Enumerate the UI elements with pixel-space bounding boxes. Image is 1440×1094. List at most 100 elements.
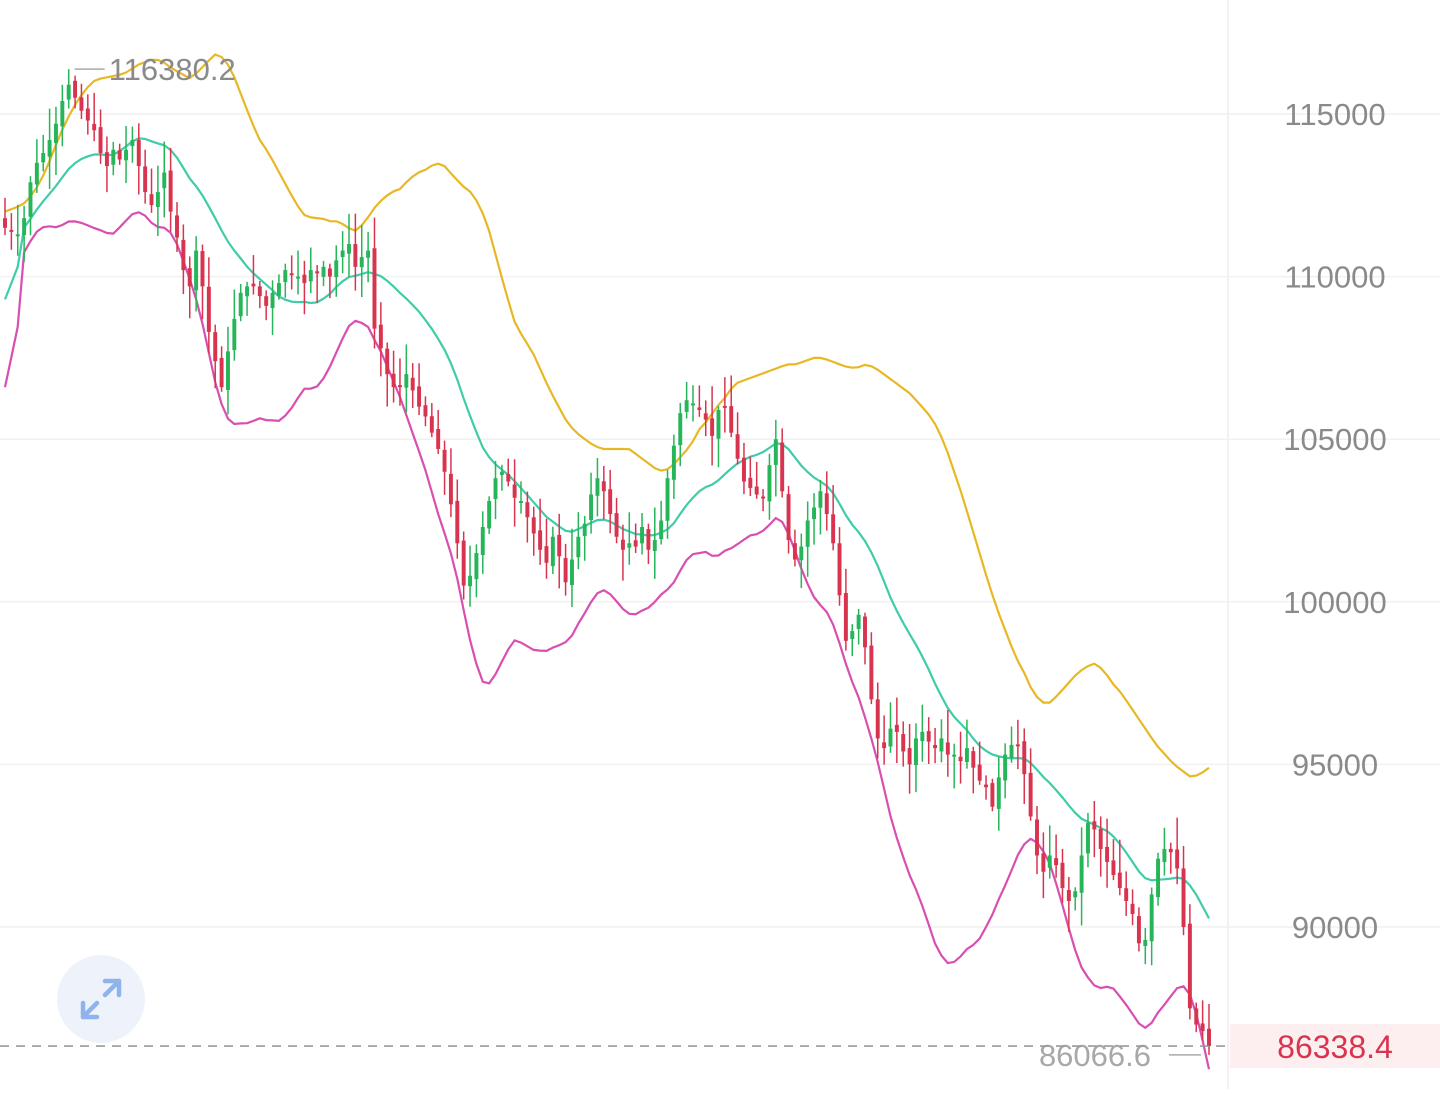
candle-down bbox=[206, 257, 211, 353]
candle-up bbox=[1156, 852, 1161, 906]
candle-down bbox=[264, 290, 269, 321]
candle-body bbox=[1009, 744, 1014, 758]
candle-body bbox=[952, 754, 957, 757]
candle-body bbox=[1098, 828, 1103, 849]
candle-down bbox=[73, 75, 78, 109]
candle-body bbox=[996, 777, 1001, 809]
candle-up bbox=[920, 704, 925, 762]
candle-body bbox=[1028, 772, 1033, 817]
candle-down bbox=[901, 721, 906, 767]
candle-body bbox=[1047, 855, 1052, 868]
current-price-badge bbox=[1230, 1024, 1440, 1069]
candle-up bbox=[487, 496, 492, 535]
candle-up bbox=[665, 469, 670, 539]
candle-up bbox=[232, 289, 237, 361]
candle-body bbox=[671, 445, 676, 480]
candle-body bbox=[245, 286, 250, 297]
candle-body bbox=[1054, 858, 1059, 866]
candle-down bbox=[1130, 889, 1135, 926]
candle-up bbox=[474, 544, 479, 598]
candle-down bbox=[710, 386, 715, 466]
candle-down bbox=[977, 741, 982, 785]
candle-body bbox=[939, 738, 944, 752]
candle-body bbox=[875, 699, 880, 739]
candle-up bbox=[684, 381, 689, 419]
candle-body bbox=[614, 513, 619, 537]
expand-button[interactable] bbox=[57, 955, 145, 1043]
candle-up bbox=[347, 213, 351, 277]
candle-down bbox=[837, 527, 842, 606]
candle-body bbox=[767, 465, 772, 502]
candle-body bbox=[22, 218, 27, 236]
candle-body bbox=[697, 407, 702, 410]
candle-down bbox=[748, 456, 753, 497]
candle-body bbox=[385, 348, 390, 375]
candle-body bbox=[162, 172, 167, 189]
candle-up bbox=[691, 385, 695, 422]
candle-down bbox=[1060, 848, 1065, 904]
candle-down bbox=[1181, 846, 1186, 936]
candle-down bbox=[98, 109, 103, 164]
candle-down bbox=[531, 506, 536, 556]
candle-body bbox=[321, 266, 326, 277]
candle-body bbox=[703, 413, 708, 420]
y-tick-label: 100000 bbox=[1283, 585, 1386, 620]
candle-up bbox=[589, 472, 594, 534]
candle-down bbox=[1022, 728, 1027, 804]
candle-body bbox=[117, 150, 122, 160]
candle-down bbox=[882, 715, 887, 765]
candle-body bbox=[53, 123, 58, 144]
candle-up bbox=[480, 511, 485, 574]
candle-body bbox=[1124, 888, 1129, 901]
candle-down bbox=[869, 632, 874, 705]
candle-body bbox=[111, 149, 116, 165]
bollinger-upper-line bbox=[4, 53, 1210, 778]
candle-body bbox=[824, 493, 829, 514]
candle-body bbox=[856, 614, 861, 629]
candle-body bbox=[257, 286, 262, 297]
candle-body bbox=[493, 478, 498, 500]
candle-body bbox=[1130, 903, 1135, 914]
candle-down bbox=[92, 92, 97, 142]
candle-body bbox=[238, 292, 243, 317]
candle-down bbox=[646, 523, 651, 564]
candle-body bbox=[837, 543, 842, 596]
candle-body bbox=[659, 520, 664, 540]
candle-up bbox=[1009, 726, 1014, 763]
candle-body bbox=[1181, 868, 1186, 927]
candle-up bbox=[627, 512, 632, 565]
candle-body bbox=[990, 783, 995, 807]
candle-down bbox=[633, 523, 638, 553]
candle-body bbox=[582, 523, 587, 537]
candle-body bbox=[901, 734, 906, 752]
candle-up bbox=[913, 723, 918, 793]
candle-up bbox=[582, 515, 587, 561]
candle-down bbox=[1136, 907, 1141, 952]
candle-down bbox=[735, 412, 740, 465]
candle-up bbox=[53, 106, 58, 175]
candle-down bbox=[958, 731, 963, 784]
candle-up bbox=[952, 743, 957, 789]
candle-down bbox=[251, 255, 256, 295]
candle-up bbox=[270, 280, 275, 336]
candle-down bbox=[761, 489, 766, 512]
candle-body bbox=[958, 756, 963, 762]
candle-body bbox=[544, 546, 549, 563]
candle-body bbox=[143, 166, 148, 193]
candle-down bbox=[1035, 806, 1039, 875]
candle-down bbox=[9, 213, 14, 250]
candle-body bbox=[1079, 855, 1084, 893]
candle-body bbox=[786, 494, 791, 541]
candle-down bbox=[506, 458, 511, 487]
candle-body bbox=[334, 260, 339, 278]
candle-body bbox=[1200, 1023, 1205, 1032]
candle-body bbox=[149, 194, 154, 206]
candle-body bbox=[276, 283, 281, 296]
candle-body bbox=[480, 527, 485, 556]
candle-body bbox=[812, 507, 817, 520]
candle-up bbox=[812, 493, 817, 545]
candle-down bbox=[423, 396, 428, 427]
candle-body bbox=[888, 728, 893, 747]
candle-down bbox=[187, 256, 192, 319]
